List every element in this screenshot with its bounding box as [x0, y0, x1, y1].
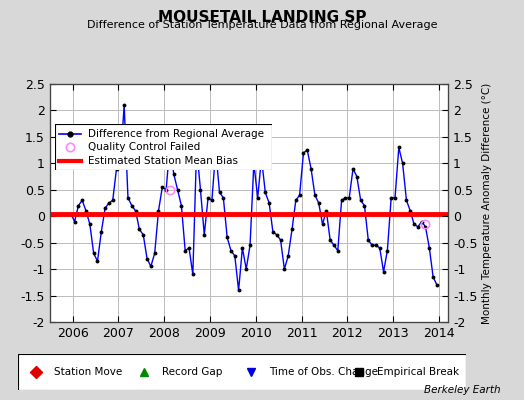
Y-axis label: Monthly Temperature Anomaly Difference (°C): Monthly Temperature Anomaly Difference (… [482, 82, 492, 324]
Text: MOUSETAIL LANDING SP: MOUSETAIL LANDING SP [158, 10, 366, 25]
Text: Record Gap: Record Gap [162, 367, 222, 377]
Text: Berkeley Earth: Berkeley Earth [424, 385, 500, 395]
Text: Estimated Station Mean Bias: Estimated Station Mean Bias [88, 156, 238, 166]
Text: Difference from Regional Average: Difference from Regional Average [88, 129, 264, 139]
Text: Station Move: Station Move [54, 367, 123, 377]
Text: Empirical Break: Empirical Break [377, 367, 459, 377]
Text: Difference of Station Temperature Data from Regional Average: Difference of Station Temperature Data f… [87, 20, 437, 30]
Text: Time of Obs. Change: Time of Obs. Change [269, 367, 378, 377]
Text: Quality Control Failed: Quality Control Failed [88, 142, 200, 152]
